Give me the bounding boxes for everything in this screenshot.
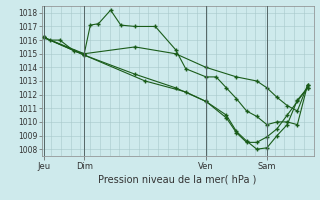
X-axis label: Pression niveau de la mer( hPa ): Pression niveau de la mer( hPa ): [99, 175, 257, 185]
